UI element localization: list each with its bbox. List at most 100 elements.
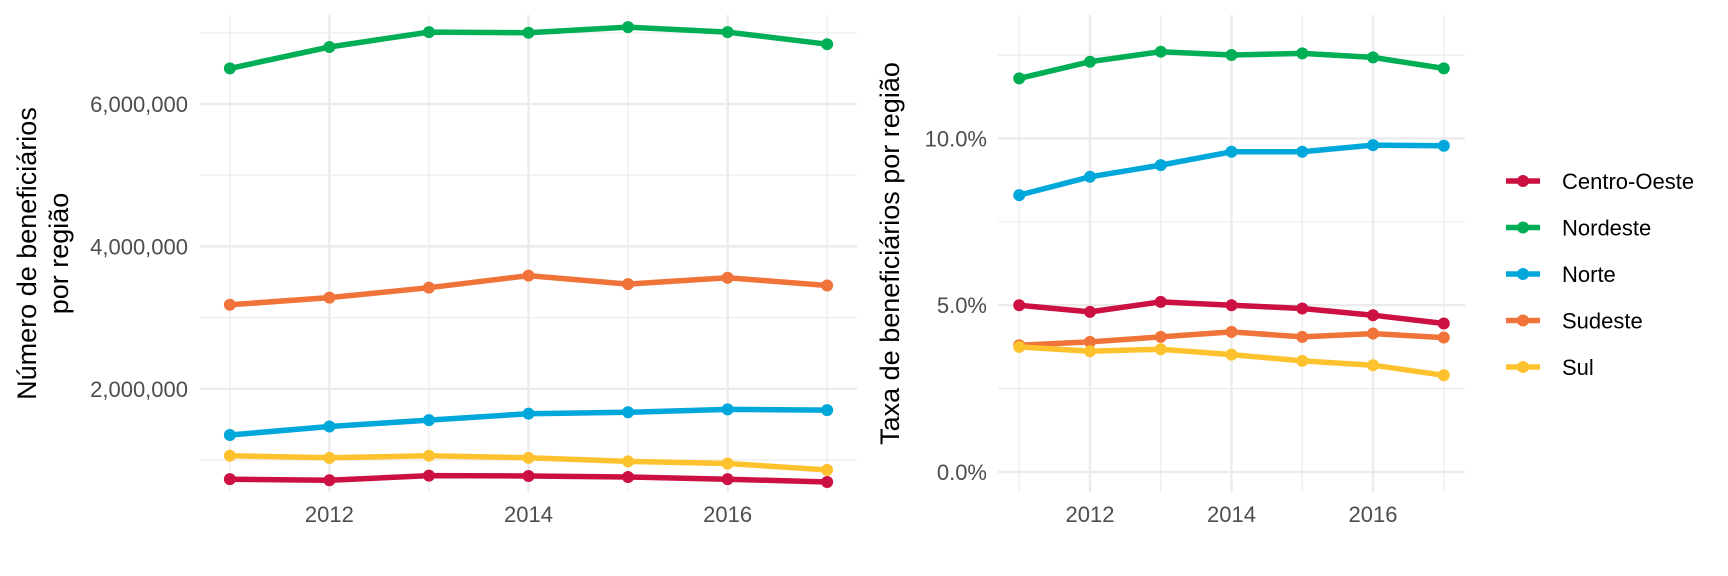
- y-axis-title: Número de beneficiários: [12, 107, 42, 400]
- legend-item-centro-oeste: Centro-Oeste: [1506, 169, 1694, 194]
- legend-label: Norte: [1562, 262, 1616, 287]
- data-point-nordeste: [1225, 49, 1238, 62]
- data-point-sudeste: [323, 291, 336, 304]
- legend-item-nordeste: Nordeste: [1506, 216, 1651, 241]
- data-point-centro-oeste: [1083, 305, 1096, 318]
- data-point-nordeste: [1437, 62, 1450, 75]
- data-point-nordeste: [223, 62, 236, 75]
- data-point-centro-oeste: [1225, 299, 1238, 312]
- data-point-centro-oeste: [1154, 295, 1167, 308]
- x-tick-label: 2012: [305, 502, 354, 527]
- data-point-norte: [1296, 145, 1309, 158]
- legend-label: Centro-Oeste: [1562, 169, 1694, 194]
- data-point-centro-oeste: [1296, 302, 1309, 315]
- y-tick-label: 4,000,000: [90, 234, 188, 259]
- data-point-norte: [1437, 139, 1450, 152]
- data-point-sudeste: [1225, 325, 1238, 338]
- data-point-norte: [323, 420, 336, 433]
- data-point-norte: [1083, 170, 1096, 183]
- data-point-nordeste: [323, 41, 336, 54]
- data-point-nordeste: [1083, 55, 1096, 68]
- data-point-centro-oeste: [721, 473, 734, 486]
- data-point-norte: [522, 407, 535, 420]
- data-point-norte: [1225, 145, 1238, 158]
- chart-panel-beneficiaries-count: 2012 2014 2016 2,000,000 4,000,000 6,000,000 N…: [12, 15, 857, 527]
- data-point-sudeste: [422, 281, 435, 294]
- data-point-sudeste: [1154, 330, 1167, 343]
- data-point-norte: [821, 404, 834, 417]
- legend-label: Nordeste: [1562, 216, 1651, 241]
- data-point-sul: [622, 455, 635, 468]
- data-point-sul: [1013, 340, 1026, 353]
- series-norte: [1013, 139, 1450, 202]
- y-tick-label: 10.0%: [925, 126, 987, 151]
- data-point-nordeste: [821, 38, 834, 51]
- data-point-sudeste: [223, 298, 236, 311]
- x-tick-label: 2014: [1207, 502, 1256, 527]
- data-point-nordeste: [721, 26, 734, 39]
- data-point-centro-oeste: [821, 476, 834, 489]
- legend-key-point: [1517, 221, 1529, 234]
- data-point-sudeste: [622, 278, 635, 291]
- data-point-sudeste: [1296, 330, 1309, 343]
- data-point-norte: [1154, 159, 1167, 172]
- x-tick-label: 2014: [504, 502, 553, 527]
- legend-label: Sul: [1562, 355, 1594, 380]
- data-point-sul: [1083, 345, 1096, 358]
- data-point-nordeste: [422, 26, 435, 39]
- y-axis-title: Taxa de beneficiários por região: [875, 62, 905, 445]
- data-point-nordeste: [1367, 51, 1380, 64]
- y-tick-label: 5.0%: [937, 293, 987, 318]
- data-point-sudeste: [1083, 335, 1096, 348]
- x-tick-label: 2016: [703, 502, 752, 527]
- data-point-norte: [622, 406, 635, 419]
- series-sudeste: [223, 269, 834, 311]
- series-nordeste: [1013, 45, 1450, 85]
- legend-item-sudeste: Sudeste: [1506, 309, 1643, 334]
- legend-item-sul: Sul: [1506, 355, 1594, 380]
- data-point-sul: [522, 451, 535, 464]
- data-point-centro-oeste: [323, 474, 336, 487]
- data-point-sul: [223, 449, 236, 462]
- gridlines: [200, 15, 857, 492]
- data-point-nordeste: [622, 21, 635, 34]
- x-tick-label: 2016: [1349, 502, 1398, 527]
- legend-key-point: [1517, 314, 1529, 327]
- chart-panel-beneficiaries-rate: 2012 2014 2016 0.0% 5.0% 10.0% Taxa de benefic…: [875, 15, 1465, 527]
- series-centro-oeste: [223, 469, 834, 489]
- y-tick-label: 6,000,000: [90, 92, 188, 117]
- data-point-centro-oeste: [223, 473, 236, 486]
- series-centro-oeste: [1013, 295, 1450, 330]
- data-point-norte: [721, 403, 734, 416]
- data-point-sudeste: [821, 279, 834, 292]
- data-point-sul: [422, 449, 435, 462]
- data-point-sul: [721, 457, 734, 470]
- series-sul: [1013, 340, 1450, 382]
- series-nordeste: [223, 21, 834, 75]
- data-point-nordeste: [522, 26, 535, 39]
- y-tick-label: 0.0%: [937, 460, 987, 485]
- y-axis-title: por região: [44, 193, 74, 315]
- y-tick-label: 2,000,000: [90, 377, 188, 402]
- legend: Centro-Oeste Nordeste Norte Sudeste Sul: [1506, 169, 1694, 380]
- data-point-norte: [223, 429, 236, 442]
- axes: 2012 2014 2016 0.0% 5.0% 10.0% Taxa de benefic…: [875, 62, 1397, 527]
- data-point-nordeste: [1154, 45, 1167, 58]
- data-point-sul: [1296, 354, 1309, 367]
- data-point-norte: [1013, 189, 1026, 202]
- data-point-centro-oeste: [522, 469, 535, 482]
- data-point-sudeste: [721, 271, 734, 284]
- data-point-sudeste: [1437, 331, 1450, 344]
- data-point-sul: [323, 451, 336, 464]
- data-point-norte: [1367, 139, 1380, 152]
- legend-label: Sudeste: [1562, 309, 1643, 334]
- data-point-sul: [821, 463, 834, 476]
- data-point-sudeste: [522, 269, 535, 282]
- data-point-sul: [1367, 359, 1380, 372]
- data-point-centro-oeste: [622, 471, 635, 484]
- data-point-centro-oeste: [1437, 317, 1450, 330]
- x-tick-label: 2012: [1066, 502, 1115, 527]
- series-norte: [223, 403, 834, 442]
- data-point-norte: [422, 414, 435, 427]
